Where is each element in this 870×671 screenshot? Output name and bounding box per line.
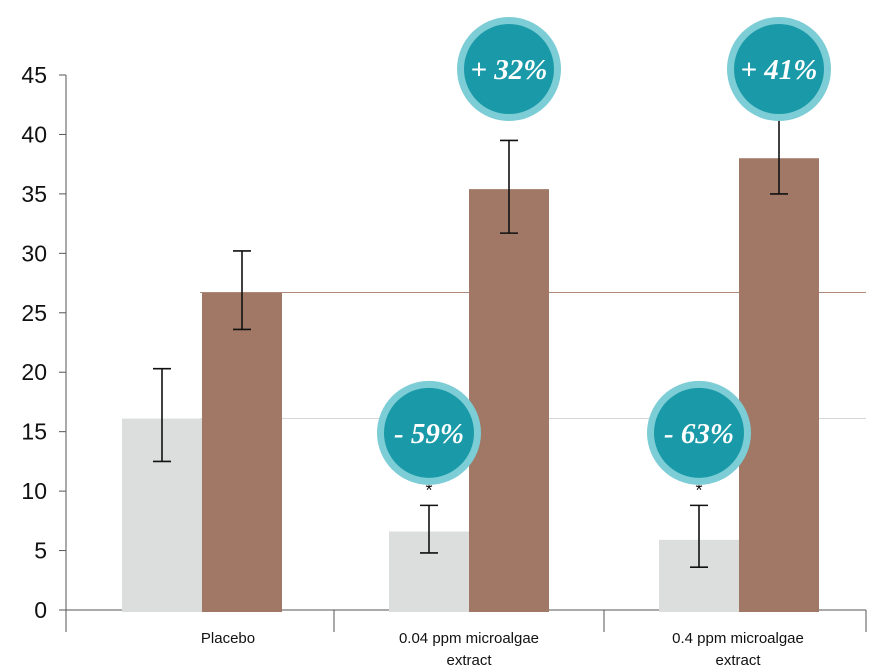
badge-circle [734,24,824,115]
y-tick-label-10: 10 [21,478,47,504]
significance-star-c1: * [425,480,432,500]
error-bar-s0-c0 [153,367,171,463]
bar-s1-c0 [202,292,282,612]
significance-star-c2: * [695,480,702,500]
x-tick-label-2: 0.4 ppm microalgae extract [672,630,804,669]
error-bar-s0-c2 [690,504,708,569]
x-tick-label-line: extract [446,652,492,669]
y-tick-label-40: 40 [21,121,47,147]
y-tick-label-20: 20 [21,359,47,385]
y-tick-label-45: 45 [21,62,47,88]
x-tick-label-line: Placebo [201,630,255,647]
x-tick-label-line: 0.4 ppm microalgae [672,630,804,647]
y-tick-label-15: 15 [21,419,47,445]
badge-label: + 41% [741,54,818,86]
bars [122,158,819,612]
badge-circle [384,387,474,478]
badge-circle [464,24,554,115]
badge-s0-c2: - 63% [647,380,751,485]
badge-circle [654,387,744,478]
error-bars [153,118,788,569]
bar-s1-c1 [469,189,549,612]
error-bar-s1-c1 [500,139,518,234]
percent-change-badges: - 59% - 63% + 32% + 41% [377,17,831,485]
badge-label: - 59% [394,418,464,450]
bar-s1-c2 [739,158,819,612]
badge-label: + 32% [471,54,548,86]
y-tick-label-30: 30 [21,240,47,266]
badge-s1-c2: + 41% [727,17,831,122]
x-tick-label-0: Placebo [201,630,255,647]
badge-label: - 63% [664,418,734,450]
y-tick-label-0: 0 [34,597,47,623]
y-tick-label-5: 5 [34,538,47,564]
error-bar-s1-c0 [233,250,251,331]
y-tick-label-35: 35 [21,181,47,207]
badge-s1-c1: + 32% [457,17,561,122]
error-bar-s0-c1 [420,504,438,554]
significance-markers: * * [425,480,702,500]
x-tick-label-line: extract [715,652,761,669]
x-tick-label-1: 0.04 ppm microalgae extract [399,630,539,669]
x-tick-label-line: 0.04 ppm microalgae [399,630,539,647]
y-tick-label-25: 25 [21,300,47,326]
badge-s0-c1: - 59% [377,380,481,485]
